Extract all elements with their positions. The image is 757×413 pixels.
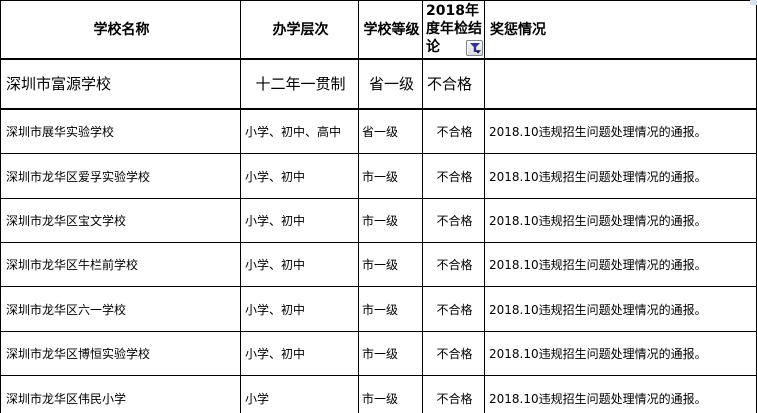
cell-result[interactable]: 不合格 [422, 153, 485, 200]
cell-grade[interactable]: 市一级 [358, 153, 423, 200]
header-school-name[interactable]: 学校名称 [0, 0, 241, 60]
cell-level[interactable]: 小学、初中 [240, 198, 359, 244]
table-row: 深圳市龙华区牛栏前学校 小学、初中 市一级 不合格 2018.10违规招生问题处… [0, 242, 757, 288]
screen-corner-sliver [750, 0, 757, 5]
cell-grade[interactable]: 市一级 [358, 375, 423, 413]
cell-school-name[interactable]: 深圳市龙华区爱孚实验学校 [0, 153, 241, 200]
cell-level[interactable]: 小学、初中 [240, 286, 359, 333]
cell-result[interactable]: 不合格 [422, 58, 485, 110]
cell-grade[interactable]: 市一级 [358, 286, 423, 333]
cell-grade[interactable]: 市一级 [358, 242, 423, 288]
cell-level[interactable]: 小学、初中 [240, 331, 359, 377]
cell-remark[interactable]: 2018.10违规招生问题处理情况的通报。 [484, 286, 757, 333]
header-grade[interactable]: 学校等级 [358, 0, 423, 60]
cell-school-name[interactable]: 深圳市龙华区牛栏前学校 [0, 242, 241, 288]
cell-school-name[interactable]: 深圳市龙华区六一学校 [0, 286, 241, 333]
table-header-row: 学校名称 办学层次 学校等级 2018年度年检结论 奖惩情况 [0, 0, 757, 60]
autofilter-button[interactable] [466, 39, 483, 56]
cell-grade[interactable]: 市一级 [358, 198, 423, 244]
header-inspection[interactable]: 2018年度年检结论 [422, 0, 485, 60]
cell-grade[interactable]: 市一级 [358, 331, 423, 377]
cell-school-name[interactable]: 深圳市龙华区宝文学校 [0, 198, 241, 244]
header-level[interactable]: 办学层次 [240, 0, 359, 60]
table-row: 深圳市展华实验学校 小学、初中、高中 省一级 不合格 2018.10违规招生问题… [0, 108, 757, 155]
header-inspection-label: 2018年度年检结论 [426, 3, 482, 56]
cell-school-name[interactable]: 深圳市展华实验学校 [0, 108, 241, 155]
cell-level[interactable]: 小学、初中 [240, 153, 359, 200]
cell-remark[interactable]: 2018.10违规招生问题处理情况的通报。 [484, 331, 757, 377]
cell-result[interactable]: 不合格 [422, 242, 485, 288]
cell-remark[interactable]: 2018.10违规招生问题处理情况的通报。 [484, 198, 757, 244]
table-row: 深圳市龙华区宝文学校 小学、初中 市一级 不合格 2018.10违规招生问题处理… [0, 198, 757, 244]
table-row: 深圳市富源学校 十二年一贯制 省一级 不合格 [0, 58, 757, 110]
cell-school-name[interactable]: 深圳市富源学校 [0, 58, 241, 110]
funnel-filter-applied-icon [469, 42, 481, 54]
table-row: 深圳市龙华区博恒实验学校 小学、初中 市一级 不合格 2018.10违规招生问题… [0, 331, 757, 377]
cell-school-name[interactable]: 深圳市龙华区伟民小学 [0, 375, 241, 413]
cell-result[interactable]: 不合格 [422, 331, 485, 377]
cell-remark[interactable]: 2018.10违规招生问题处理情况的通报。 [484, 375, 757, 413]
cell-remark[interactable]: 2018.10违规招生问题处理情况的通报。 [484, 108, 757, 155]
cell-grade[interactable]: 省一级 [358, 58, 423, 110]
cell-remark[interactable] [484, 58, 757, 110]
table-row: 深圳市龙华区六一学校 小学、初中 市一级 不合格 2018.10违规招生问题处理… [0, 286, 757, 333]
cell-result[interactable]: 不合格 [422, 286, 485, 333]
table-row: 深圳市龙华区爱孚实验学校 小学、初中 市一级 不合格 2018.10违规招生问题… [0, 153, 757, 200]
cell-school-name[interactable]: 深圳市龙华区博恒实验学校 [0, 331, 241, 377]
cell-level[interactable]: 小学 [240, 375, 359, 413]
cell-result[interactable]: 不合格 [422, 375, 485, 413]
header-awards[interactable]: 奖惩情况 [484, 0, 757, 60]
cell-level[interactable]: 小学、初中、高中 [240, 108, 359, 155]
table-row: 深圳市龙华区伟民小学 小学 市一级 不合格 2018.10违规招生问题处理情况的… [0, 375, 757, 413]
cell-level[interactable]: 小学、初中 [240, 242, 359, 288]
cell-result[interactable]: 不合格 [422, 198, 485, 244]
cell-result[interactable]: 不合格 [422, 108, 485, 155]
cell-remark[interactable]: 2018.10违规招生问题处理情况的通报。 [484, 153, 757, 200]
cell-level[interactable]: 十二年一贯制 [240, 58, 359, 110]
cell-remark[interactable]: 2018.10违规招生问题处理情况的通报。 [484, 242, 757, 288]
cell-grade[interactable]: 省一级 [358, 108, 423, 155]
